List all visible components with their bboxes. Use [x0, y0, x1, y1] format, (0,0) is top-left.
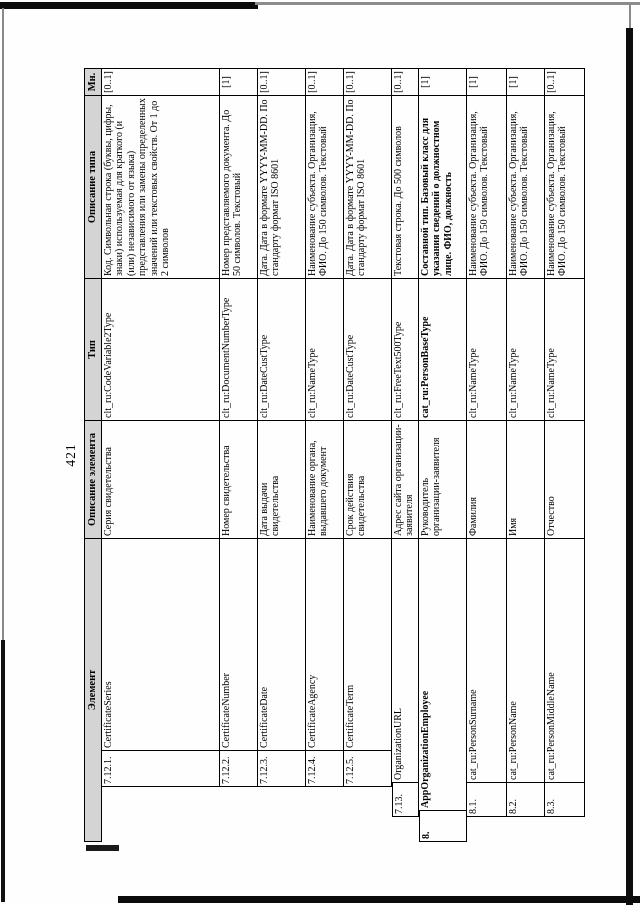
- schema-elements-table: Элемент Описание элемента Тип Описание т…: [84, 68, 585, 842]
- table-row: 7.13. OrganizationURL Адрес сайта органи…: [392, 68, 419, 842]
- row-number-cell: 7.12.3.: [258, 750, 306, 787]
- table-row: 7.12.1. CertificateSeries Серия свидетел…: [102, 68, 220, 842]
- element-name-cell: OrganizationURL: [392, 538, 419, 782]
- type-name-cell: clt_ru:DateCustType: [258, 278, 306, 420]
- element-name-cell: CertificateNumber: [220, 538, 258, 750]
- indent-spacer: [220, 787, 258, 842]
- multiplicity-cell: [1]: [220, 68, 258, 95]
- scan-edge-top-right: [255, 2, 640, 5]
- multiplicity-cell: [0..1]: [102, 68, 220, 95]
- element-description-cell: Серия свидетельства: [102, 420, 220, 538]
- indent-spacer: [102, 787, 220, 842]
- row-number-cell: 8.1.: [467, 782, 507, 817]
- type-name-cell: clt_ru:DocumentNumberType: [220, 278, 258, 420]
- scan-edge-right: [626, 28, 633, 905]
- type-description-cell: Составной тип. Базовый класс для указани…: [419, 95, 467, 278]
- type-description-cell: Наименование субъекта. Организация, ФИО.…: [507, 95, 545, 278]
- indent-spacer: [545, 817, 585, 842]
- type-name-cell: clt_ru:NameType: [545, 278, 585, 420]
- header-element: Элемент: [84, 538, 102, 842]
- indent-spacer: [392, 817, 419, 842]
- type-name-cell: clt_ru:DateCustType: [344, 278, 392, 420]
- row-number-cell: 8.2.: [507, 782, 545, 817]
- multiplicity-cell: [0..1]: [344, 68, 392, 95]
- element-description-cell: Имя: [507, 420, 545, 538]
- scan-edge-bottom: [118, 896, 640, 903]
- element-name-cell: CertificateSeries: [102, 538, 220, 750]
- element-name-cell: cat_ru:PersonMiddleName: [545, 538, 585, 782]
- row-number-cell: 8.3.: [545, 782, 585, 817]
- type-description-cell: Текстовая строка. До 500 символов: [392, 95, 419, 278]
- multiplicity-cell: [1]: [467, 68, 507, 95]
- element-description-cell: Срок действия свидетельства: [344, 420, 392, 538]
- scan-edge-right-top: [629, 3, 631, 33]
- element-description-cell: Адрес сайта организации-заявителя: [392, 420, 419, 538]
- header-multiplicity: Мн.: [84, 68, 102, 95]
- header-type-description: Описание типа: [84, 95, 102, 278]
- row-number-cell: 7.12.4.: [306, 750, 344, 787]
- table-row: 8.2. cat_ru:PersonName Имя clt_ru:NameTy…: [507, 68, 545, 842]
- type-name-cell: clt_ru:NameType: [467, 278, 507, 420]
- table-row: 7.12.5. CertificateTerm Срок действия св…: [344, 68, 392, 842]
- type-name-cell: cat_ru:PersonBaseType: [419, 278, 467, 420]
- type-description-cell: Наименование субъекта. Организация, ФИО.…: [545, 95, 585, 278]
- scan-edge-left-bottom: [1, 640, 5, 902]
- indent-spacer: [306, 787, 344, 842]
- multiplicity-cell: [0..1]: [392, 68, 419, 95]
- element-description-cell: Дата выдачи свидетельства: [258, 420, 306, 538]
- multiplicity-cell: [0..1]: [258, 68, 306, 95]
- indent-spacer: [507, 817, 545, 842]
- multiplicity-cell: [0..1]: [306, 68, 344, 95]
- landscape-page-content: 421 Элемент Описание элемента Тип Описан…: [62, 68, 585, 842]
- scan-edge-left-top: [2, 8, 4, 642]
- element-name-cell: cat_ru:PersonSurname: [467, 538, 507, 782]
- element-name-cell: CertificateTerm: [344, 538, 392, 750]
- element-description-cell: Фамилия: [467, 420, 507, 538]
- element-name-cell: CertificateAgency: [306, 538, 344, 750]
- element-description-cell: Отчество: [545, 420, 585, 538]
- element-name-cell: cat_ru:PersonName: [507, 538, 545, 782]
- multiplicity-cell: [1]: [419, 68, 467, 95]
- row-number-cell: 7.12.2.: [220, 750, 258, 787]
- table-row: 7.12.3. CertificateDate Дата выдачи свид…: [258, 68, 306, 842]
- row-number-cell: 7.12.5.: [344, 750, 392, 787]
- element-name-cell: AppOrganizationEmployee: [419, 538, 467, 810]
- page-number: 421: [63, 443, 78, 467]
- element-description-cell: Руководитель организации-заявителя: [419, 420, 467, 538]
- row-number-cell: 7.12.1.: [102, 750, 220, 787]
- type-description-cell: Дата. Дата в формате YYYY-MM-DD. По стан…: [344, 95, 392, 278]
- type-name-cell: clt_ru:FreeText500Type: [392, 278, 419, 420]
- table-row: 8.3. cat_ru:PersonMiddleName Отчество cl…: [545, 68, 585, 842]
- element-description-cell: Номер свидетельства: [220, 420, 258, 538]
- rotated-content-area: 421 Элемент Описание элемента Тип Описан…: [62, 68, 585, 842]
- element-description-cell: Наименование органа, выдавшего документ: [306, 420, 344, 538]
- table-row: 7.12.2. CertificateNumber Номер свидетел…: [220, 68, 258, 842]
- multiplicity-cell: [0..1]: [545, 68, 585, 95]
- indent-spacer: [258, 787, 306, 842]
- type-description-cell: Номер представляемого документа. До 50 с…: [220, 95, 258, 278]
- header-element-description: Описание элемента: [84, 420, 102, 538]
- table-header-row: Элемент Описание элемента Тип Описание т…: [84, 68, 102, 842]
- indent-spacer: [344, 787, 392, 842]
- element-name-cell: CertificateDate: [258, 538, 306, 750]
- indent-spacer: [467, 817, 507, 842]
- scan-edge-top-left: [0, 2, 258, 9]
- type-name-cell: clt_ru:NameType: [306, 278, 344, 420]
- type-description-cell: Код. Символьная строка (буквы, цифры, зн…: [102, 95, 220, 278]
- table-row: 8. AppOrganizationEmployee Руководитель …: [419, 68, 467, 842]
- type-name-cell: clt_ru:CodeVariable2Type: [102, 278, 220, 420]
- type-description-cell: Дата. Дата в формате YYYY-MM-DD. По стан…: [258, 95, 306, 278]
- table-row: 8.1. cat_ru:PersonSurname Фамилия clt_ru…: [467, 68, 507, 842]
- type-description-cell: Наименование субъекта. Организация, ФИО.…: [306, 95, 344, 278]
- row-number-cell: 8.: [419, 810, 467, 842]
- type-name-cell: clt_ru:NameType: [507, 278, 545, 420]
- table-row: 7.12.4. CertificateAgency Наименование о…: [306, 68, 344, 842]
- type-description-cell: Наименование субъекта. Организация, ФИО.…: [467, 95, 507, 278]
- multiplicity-cell: [1]: [507, 68, 545, 95]
- row-number-cell: 7.13.: [392, 782, 419, 817]
- header-type: Тип: [84, 278, 102, 420]
- scan-edge-bottom-tick: [86, 845, 119, 851]
